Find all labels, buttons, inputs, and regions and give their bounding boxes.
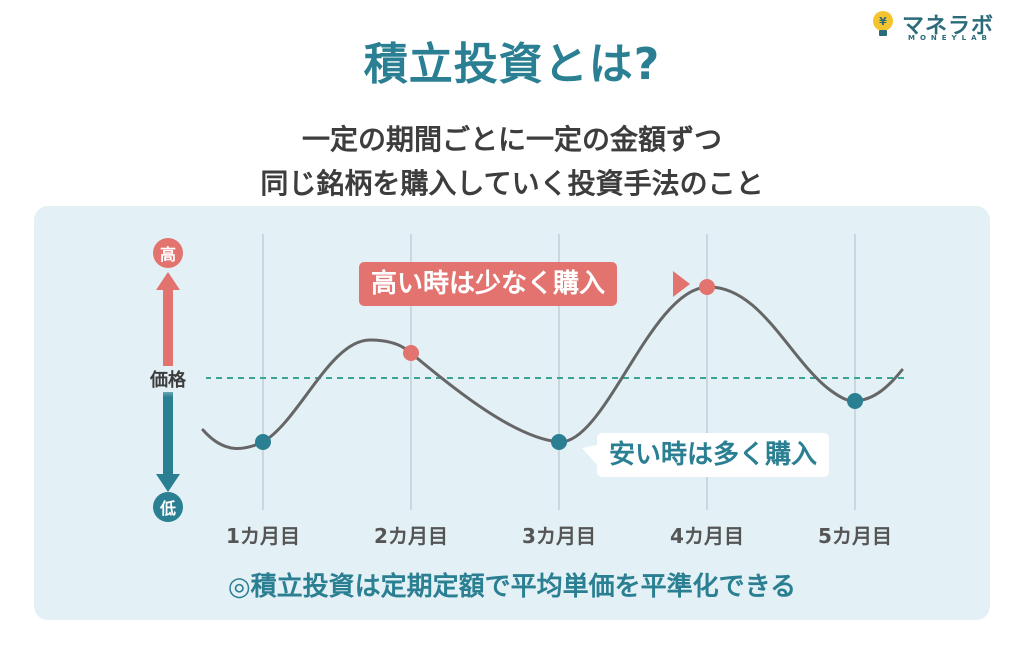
month-label-1: 1カ月目 xyxy=(226,524,300,548)
purchase-point-1 xyxy=(255,434,271,450)
price-curve xyxy=(201,285,904,451)
summary-text: ◎積立投資は定期定額で平均単価を平準化できる xyxy=(227,572,797,602)
axis-high-label: 高 xyxy=(153,238,183,268)
callout-buy-less-when-high: 高い時は少なく購入 xyxy=(359,262,618,306)
purchase-points xyxy=(255,279,863,450)
axis-low-label: 低 xyxy=(153,492,183,522)
logo-name: マネラボ xyxy=(902,14,995,39)
callout-high-pointer xyxy=(673,271,690,297)
month-label-2: 2カ月目 xyxy=(374,524,448,548)
month-label-3: 3カ月目 xyxy=(522,524,596,548)
callout-low-pointer xyxy=(582,445,597,465)
axis-price-label: 価格 xyxy=(130,366,206,392)
purchase-point-3 xyxy=(551,434,567,450)
moneylab-logo: ¥ マネラボ MONEYLAB xyxy=(864,6,1014,46)
subtitle-line-2: 同じ銘柄を購入していく投資手法のこと xyxy=(260,167,764,200)
subtitle: 一定の期間ごとに一定の金額ずつ 同じ銘柄を購入していく投資手法のこと xyxy=(0,118,1024,206)
purchase-point-2 xyxy=(403,345,419,361)
callout-buy-more-when-low: 安い時は多く購入 xyxy=(597,433,830,477)
lightbulb-icon: ¥ xyxy=(873,11,893,36)
axis-arrowhead-up xyxy=(156,272,180,290)
axis-arrowhead-down xyxy=(156,474,180,492)
page-title: 積立投資とは? xyxy=(363,39,661,90)
subtitle-line-1: 一定の期間ごとに一定の金額ずつ xyxy=(301,123,722,156)
month-label-5: 5カ月目 xyxy=(818,524,892,548)
purchase-point-4 xyxy=(699,279,715,295)
purchase-point-5 xyxy=(847,393,863,409)
logo-sub: MONEYLAB xyxy=(908,34,992,42)
month-label-4: 4カ月目 xyxy=(670,524,744,548)
yen-symbol: ¥ xyxy=(879,15,887,28)
